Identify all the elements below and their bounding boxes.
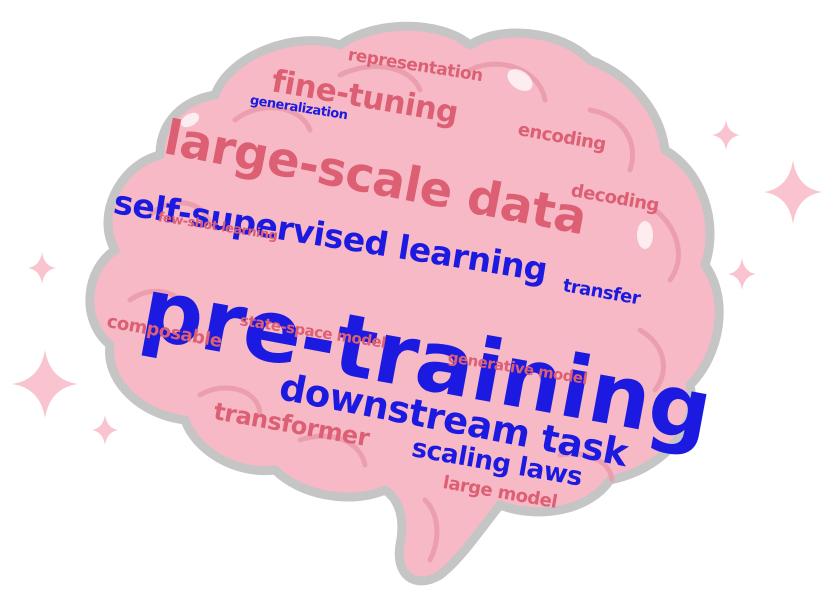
sparkle-icon bbox=[28, 252, 56, 284]
sparkles bbox=[12, 120, 822, 445]
sparkle-icon bbox=[764, 160, 822, 224]
brain-folds bbox=[127, 61, 681, 563]
sparkle-icon bbox=[712, 120, 740, 150]
sparkle-icon bbox=[92, 415, 118, 445]
sparkle-icon bbox=[728, 258, 756, 290]
brain-outline bbox=[85, 21, 724, 586]
sparkle-icon bbox=[12, 350, 78, 418]
brain-highlights bbox=[180, 69, 653, 249]
